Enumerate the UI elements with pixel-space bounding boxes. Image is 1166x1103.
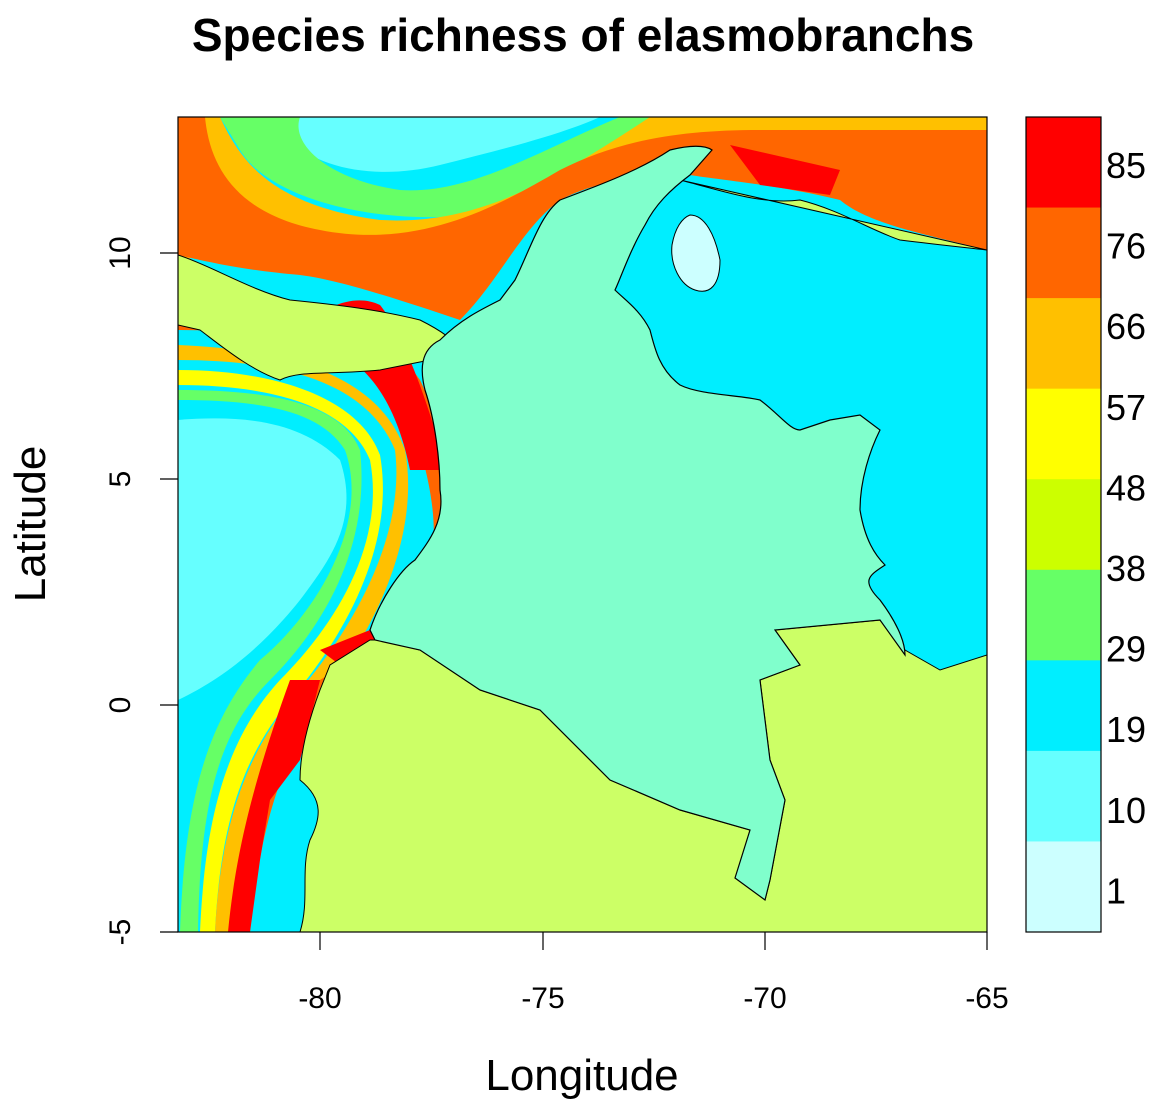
legend-label: 19	[1106, 709, 1146, 750]
y-tick-label: 10	[104, 236, 137, 269]
x-axis-title: Longitude	[485, 1051, 678, 1100]
legend-label: 1	[1106, 870, 1126, 911]
pacific-band-green	[178, 390, 362, 932]
legend-frame	[1025, 116, 1102, 933]
y-tick-label: 0	[104, 697, 137, 714]
colombia-land	[369, 145, 906, 902]
legend-swatch	[1026, 569, 1101, 661]
y-axis	[160, 252, 178, 933]
y-tick-label: -5	[104, 919, 137, 946]
legend-label: 29	[1106, 629, 1146, 670]
legend-swatch	[1026, 660, 1101, 752]
pacific-low-zone	[178, 418, 347, 700]
legend-swatch	[1026, 479, 1101, 571]
ecuador-red-coast	[228, 680, 320, 932]
legend-swatch	[1026, 117, 1101, 209]
legend-swatch	[1026, 750, 1101, 842]
color-legend: 85 76 66 57 48 38 29 19 10 1	[1025, 116, 1146, 933]
legend-label: 57	[1106, 387, 1146, 428]
legend-label: 85	[1106, 145, 1146, 186]
legend-label: 38	[1106, 548, 1146, 589]
caribbean-band-red	[730, 145, 840, 195]
colombia-pacific-red	[320, 630, 380, 665]
y-tick-label: 5	[104, 471, 137, 488]
pacific-band-yellow	[178, 370, 383, 932]
caribbean-band-green	[220, 117, 700, 218]
plot-frame	[177, 116, 988, 933]
legend-label: 48	[1106, 467, 1146, 508]
legend-swatch	[1026, 841, 1101, 933]
legend-label: 66	[1106, 306, 1146, 347]
x-tick-label: -75	[521, 982, 564, 1015]
x-tick-label: -65	[965, 982, 1008, 1015]
legend-swatch	[1026, 298, 1101, 390]
chart-title: Species richness of elasmobranchs	[191, 9, 975, 61]
legend-swatch	[1026, 388, 1101, 480]
x-axis	[319, 932, 988, 950]
lake-maracaibo	[671, 214, 721, 292]
x-tick-label: -70	[743, 982, 786, 1015]
legend-label: 76	[1106, 226, 1146, 267]
caribbean-low-zone	[290, 117, 600, 172]
legend-label: 10	[1106, 790, 1146, 831]
x-tick-label: -80	[298, 982, 341, 1015]
map-raster	[178, 117, 987, 932]
y-axis-title: Latitude	[6, 446, 55, 603]
legend-swatch	[1026, 207, 1101, 299]
